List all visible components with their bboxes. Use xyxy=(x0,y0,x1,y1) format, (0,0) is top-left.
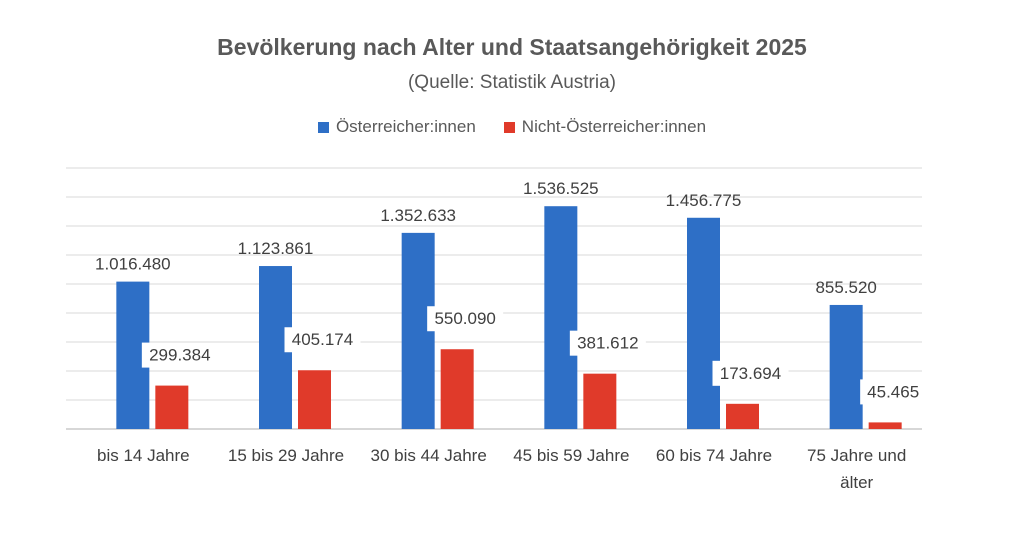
x-tick-label: bis 14 Jahre xyxy=(97,446,190,465)
legend-label: Nicht-Österreicher:innen xyxy=(521,117,707,136)
data-label-nicht-oesterreicher: 381.612 xyxy=(577,334,638,353)
data-label-oesterreicher: 855.520 xyxy=(815,278,876,297)
bar-nicht-oesterreicher xyxy=(155,385,189,429)
legend-swatch-blue xyxy=(317,121,329,133)
legend: Österreicher:innen Nicht-Österreicher:in… xyxy=(0,117,1024,137)
x-tick-label: 75 Jahre und xyxy=(807,446,906,465)
data-label-oesterreicher: 1.016.480 xyxy=(95,255,171,274)
data-label-nicht-oesterreicher: 173.694 xyxy=(720,364,781,383)
x-tick-label: 45 bis 59 Jahre xyxy=(513,446,629,465)
data-label-background xyxy=(427,306,504,332)
data-label-nicht-oesterreicher: 550.090 xyxy=(434,309,495,328)
x-tick-label: 30 bis 44 Jahre xyxy=(371,446,487,465)
bar-oesterreicher xyxy=(687,217,720,429)
chart-subtitle: (Quelle: Statistik Austria) xyxy=(407,72,617,93)
legend-swatch-red xyxy=(503,121,515,133)
data-label-oesterreicher: 1.456.775 xyxy=(666,191,742,210)
data-label-nicht-oesterreicher: 299.384 xyxy=(149,346,210,365)
x-tick-label: älter xyxy=(840,473,873,492)
legend-item-series-1: Nicht-Österreicher:innen xyxy=(503,117,707,137)
bar-nicht-oesterreicher xyxy=(726,403,759,429)
legend-label: Österreicher:innen xyxy=(335,117,476,136)
bar-nicht-oesterreicher xyxy=(298,370,331,429)
x-tick-label: 15 bis 29 Jahre xyxy=(228,446,344,465)
legend-item-series-0: Österreicher:innen xyxy=(317,117,476,137)
data-label-background xyxy=(284,327,361,353)
bar-nicht-oesterreicher xyxy=(868,422,902,429)
bar-oesterreicher xyxy=(544,206,578,429)
data-label-background xyxy=(712,360,789,386)
bar-oesterreicher xyxy=(829,304,863,429)
x-tick-label: 60 bis 74 Jahre xyxy=(656,446,772,465)
bar-nicht-oesterreicher xyxy=(440,349,474,429)
data-label-oesterreicher: 1.352.633 xyxy=(380,206,456,225)
data-label-oesterreicher: 1.123.861 xyxy=(238,239,314,258)
chart-title: Bevölkerung nach Alter und Staatsangehör… xyxy=(217,34,807,60)
data-label-oesterreicher: 1.536.525 xyxy=(523,179,599,198)
data-label-nicht-oesterreicher: 45.465 xyxy=(867,382,919,401)
data-label-background xyxy=(141,342,218,368)
bar-nicht-oesterreicher xyxy=(583,373,617,429)
data-label-background xyxy=(569,330,646,356)
data-label-nicht-oesterreicher: 405.174 xyxy=(292,330,353,349)
data-label-background xyxy=(860,379,927,405)
